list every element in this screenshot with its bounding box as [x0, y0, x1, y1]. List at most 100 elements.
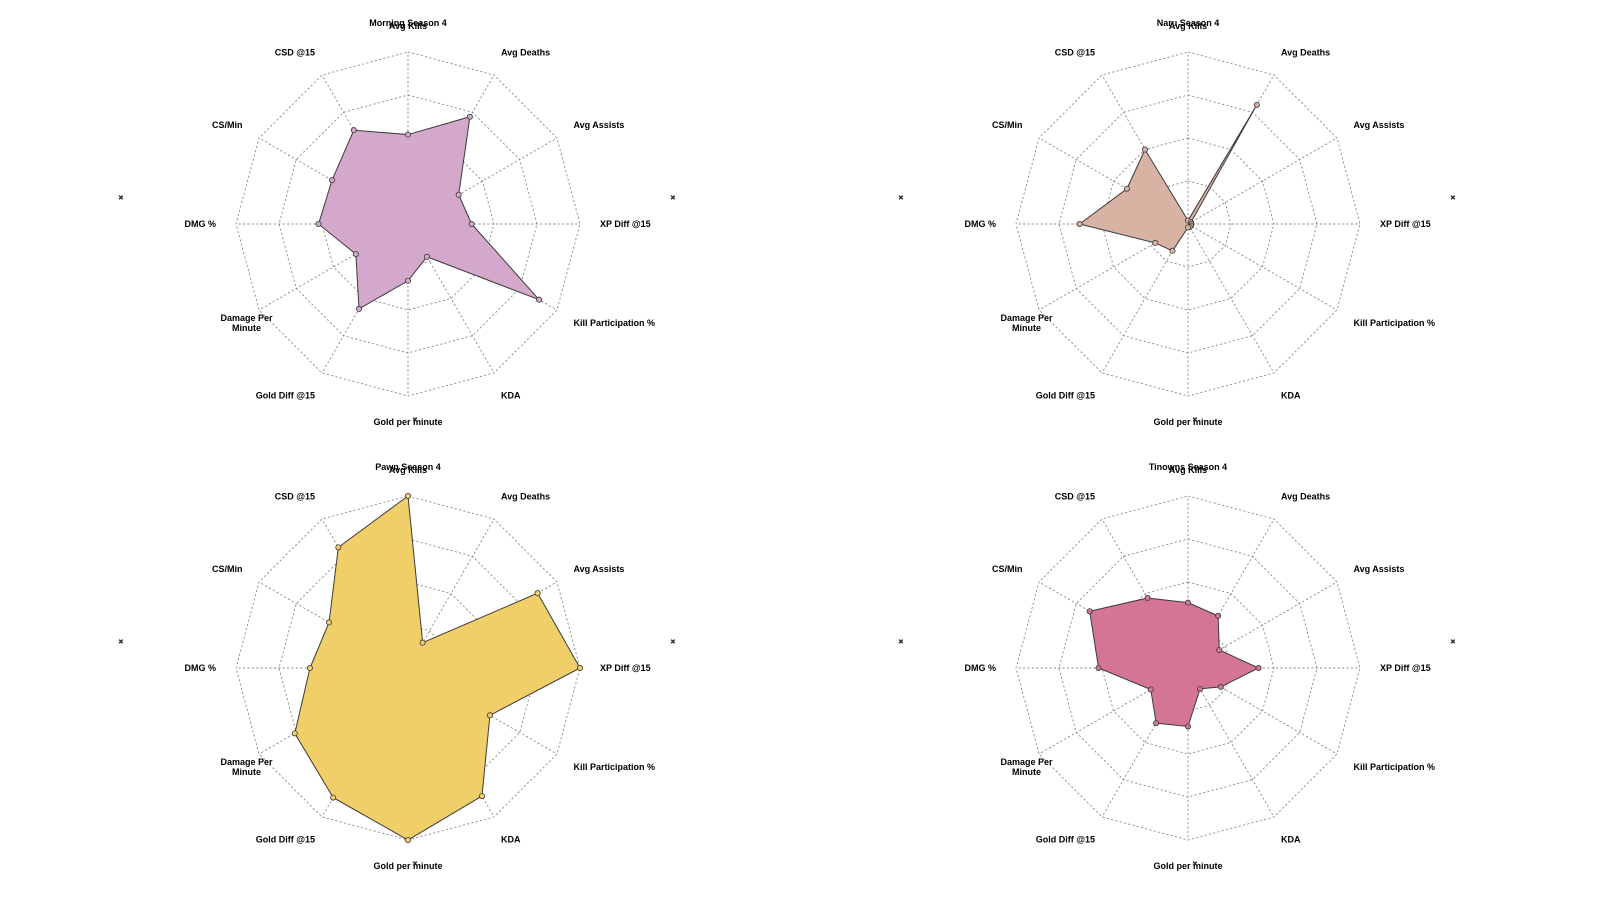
data-point-gold-diff-15 [1153, 720, 1160, 727]
data-point-csd-15 [335, 544, 342, 551]
corner-mark-1: ✖ [1450, 194, 1456, 202]
axis-label-kda: KDA [501, 390, 521, 400]
data-point-csd-15 [1142, 146, 1149, 153]
data-point-damage-per-minute [291, 730, 298, 737]
axis-label-kda: KDA [1281, 390, 1301, 400]
data-point-avg-kills [404, 492, 411, 499]
data-point-csd-15 [350, 127, 357, 134]
corner-mark-0: ✖ [118, 638, 124, 646]
chart-title: Pawn Season 4 [375, 462, 441, 472]
axis-label-avg-assists: Avg Assists [1353, 564, 1404, 574]
grid-ring-2 [1101, 137, 1275, 311]
data-polygon [317, 116, 540, 310]
chart-title: Morning Season 4 [369, 18, 447, 28]
axis-label-dmg: DMG % [185, 663, 217, 673]
data-point-avg-deaths [1253, 101, 1260, 108]
data-point-xp-diff-15 [577, 665, 584, 672]
data-point-avg-assists [455, 191, 462, 198]
data-point-xp-diff-15 [1255, 665, 1262, 672]
axis-label-xp-diff-15: XP Diff @15 [600, 663, 651, 673]
axis-label-gold-per-minute: Gold per minute [1153, 861, 1222, 871]
chart-title: Tinowns Season 4 [1149, 462, 1227, 472]
axis-label-xp-diff-15: XP Diff @15 [1380, 663, 1431, 673]
data-point-avg-deaths [419, 639, 426, 646]
chart-title: Naru Season 4 [1157, 18, 1220, 28]
axis-label-gold-diff-15: Gold Diff @15 [1036, 390, 1095, 400]
data-point-dmg [306, 665, 313, 672]
axis-label-csd-15: CSD @15 [1055, 48, 1095, 58]
axis-label-kda: KDA [501, 834, 521, 844]
data-point-damage-per-minute [1147, 686, 1154, 693]
data-point-avg-assists [534, 590, 541, 597]
axis-label-avg-assists: Avg Assists [1353, 120, 1404, 130]
corner-mark-2: ✖ [1192, 860, 1198, 868]
axis-label-avg-assists: Avg Assists [573, 564, 624, 574]
axis-label-damage-per-minute: Damage Per Minute [221, 313, 274, 333]
data-polygon [1078, 104, 1258, 252]
corner-mark-0: ✖ [898, 638, 904, 646]
data-point-cs-min [326, 619, 333, 626]
data-point-dmg [1076, 220, 1083, 227]
data-point-cs-min [1086, 608, 1093, 615]
data-point-gold-diff-15 [355, 305, 362, 312]
axis-label-gold-per-minute: Gold per minute [373, 861, 442, 871]
data-point-cs-min [329, 177, 336, 184]
axis-label-xp-diff-15: XP Diff @15 [1380, 219, 1431, 229]
axis-label-gold-diff-15: Gold Diff @15 [1036, 834, 1095, 844]
data-point-kill-participation [536, 296, 543, 303]
axis-label-cs-min: CS/Min [992, 120, 1023, 130]
axis-label-avg-deaths: Avg Deaths [501, 492, 550, 502]
data-point-kda [478, 793, 485, 800]
axis-label-avg-kills: Avg Kills [389, 465, 427, 475]
data-point-avg-deaths [1215, 612, 1222, 619]
corner-mark-1: ✖ [670, 194, 676, 202]
grid-ring-1 [1144, 180, 1232, 268]
data-point-gold-per-minute [404, 837, 411, 844]
data-point-avg-assists [1216, 646, 1223, 653]
data-point-kda [423, 253, 430, 260]
axis-label-csd-15: CSD @15 [1055, 492, 1095, 502]
axis-label-kda: KDA [1281, 834, 1301, 844]
data-point-gold-per-minute [1185, 723, 1192, 730]
axis-label-gold-diff-15: Gold Diff @15 [256, 834, 315, 844]
axis-label-xp-diff-15: XP Diff @15 [600, 219, 651, 229]
axis-label-kill-participation: Kill Participation % [1353, 318, 1435, 328]
data-point-dmg [1095, 665, 1102, 672]
data-point-dmg [315, 220, 322, 227]
corner-mark-1: ✖ [1450, 638, 1456, 646]
axis-label-kill-participation: Kill Participation % [573, 762, 655, 772]
corner-mark-2: ✖ [1192, 416, 1198, 424]
data-point-damage-per-minute [352, 251, 359, 258]
axis-label-avg-deaths: Avg Deaths [1281, 48, 1330, 58]
corner-mark-0: ✖ [118, 194, 124, 202]
axis-label-avg-deaths: Avg Deaths [501, 48, 550, 58]
axis-label-damage-per-minute: Damage Per Minute [1001, 313, 1054, 333]
data-point-kill-participation [1217, 683, 1224, 690]
data-point-avg-deaths [466, 113, 473, 120]
axis-label-dmg: DMG % [965, 219, 997, 229]
axis-label-dmg: DMG % [185, 219, 217, 229]
axis-label-dmg: DMG % [965, 663, 997, 673]
axis-label-cs-min: CS/Min [992, 564, 1023, 574]
axis-label-cs-min: CS/Min [212, 120, 243, 130]
data-point-gold-diff-15 [330, 794, 337, 801]
axis-label-damage-per-minute: Damage Per Minute [1001, 757, 1054, 777]
axis-label-kill-participation: Kill Participation % [573, 318, 655, 328]
axis-label-kill-participation: Kill Participation % [1353, 762, 1435, 772]
data-point-damage-per-minute [1152, 239, 1159, 246]
axis-label-avg-deaths: Avg Deaths [1281, 492, 1330, 502]
data-point-gold-per-minute [1185, 224, 1192, 231]
axis-label-gold-per-minute: Gold per minute [1153, 417, 1222, 427]
data-point-gold-diff-15 [1169, 247, 1176, 254]
axis-label-avg-kills: Avg Kills [389, 21, 427, 31]
data-point-avg-kills [1185, 599, 1192, 606]
axis-label-csd-15: CSD @15 [275, 48, 315, 58]
data-point-gold-per-minute [404, 277, 411, 284]
corner-mark-2: ✖ [412, 416, 418, 424]
data-point-xp-diff-15 [468, 220, 475, 227]
data-point-avg-kills [404, 131, 411, 138]
